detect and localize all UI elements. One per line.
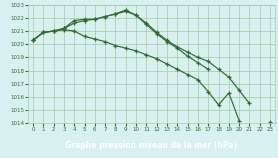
- Text: Graphe pression niveau de la mer (hPa): Graphe pression niveau de la mer (hPa): [65, 141, 238, 150]
